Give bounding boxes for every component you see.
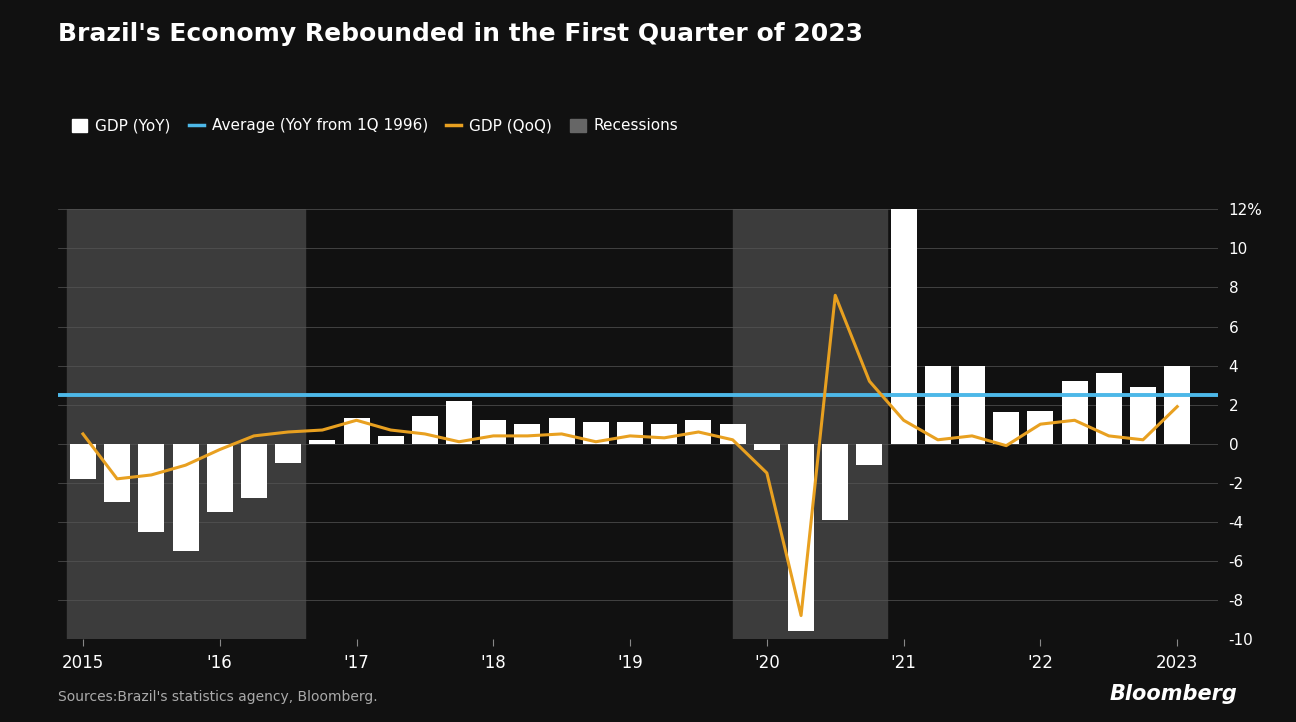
Bar (993, 412, 1019, 444)
Bar (104, 444, 130, 503)
Bar (686, 420, 712, 444)
Bar (548, 418, 574, 444)
Bar (236, 209, 305, 639)
Bar (617, 422, 643, 444)
Bar (412, 417, 438, 444)
Bar (310, 440, 336, 444)
Bar (890, 201, 916, 444)
Bar (139, 444, 165, 531)
Bar (343, 418, 369, 444)
Bar (1164, 365, 1190, 444)
Text: Brazil's Economy Rebounded in the First Quarter of 2023: Brazil's Economy Rebounded in the First … (58, 22, 863, 45)
Bar (754, 444, 780, 450)
Bar (1130, 387, 1156, 444)
Text: Sources:Brazil's statistics agency, Bloomberg.: Sources:Brazil's statistics agency, Bloo… (58, 690, 378, 704)
Bar (959, 365, 985, 444)
Bar (446, 401, 472, 444)
Bar (1028, 411, 1054, 444)
Bar (857, 444, 883, 465)
Bar (70, 444, 96, 479)
Bar (1061, 381, 1087, 444)
Bar (241, 444, 267, 498)
Bar (377, 436, 403, 444)
Bar (481, 420, 507, 444)
Bar (275, 444, 301, 464)
Text: Bloomberg: Bloomberg (1109, 684, 1238, 704)
Bar (66, 209, 272, 639)
Bar (652, 424, 678, 444)
Bar (822, 444, 849, 520)
Bar (732, 209, 888, 639)
Bar (788, 444, 814, 631)
Bar (172, 444, 198, 551)
Bar (583, 422, 609, 444)
Bar (1096, 373, 1122, 444)
Legend: GDP (YoY), Average (YoY from 1Q 1996), GDP (QoQ), Recessions: GDP (YoY), Average (YoY from 1Q 1996), G… (66, 113, 684, 139)
Bar (515, 424, 540, 444)
Bar (719, 424, 745, 444)
Bar (207, 444, 233, 512)
Bar (925, 365, 951, 444)
